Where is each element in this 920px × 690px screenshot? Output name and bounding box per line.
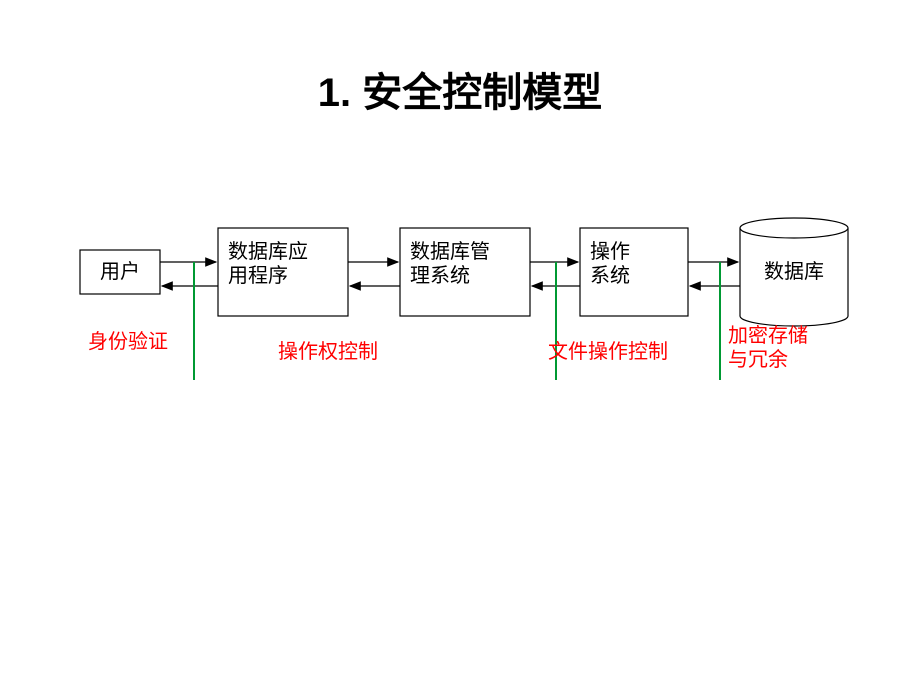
node-label: 用户 bbox=[100, 260, 140, 283]
node-label: 系统 bbox=[590, 264, 630, 287]
annotation-text: 操作权控制 bbox=[278, 340, 378, 363]
annotation-text: 文件操作控制 bbox=[548, 340, 668, 363]
node-label: 理系统 bbox=[410, 264, 470, 287]
node-user: 用户 bbox=[80, 250, 160, 294]
node-app: 数据库应用程序 bbox=[218, 228, 348, 316]
node-os: 操作系统 bbox=[580, 228, 688, 316]
node-label: 操作 bbox=[590, 240, 630, 263]
node-label: 用程序 bbox=[228, 264, 288, 287]
node-db: 数据库 bbox=[740, 218, 848, 326]
diagram-canvas: 用户数据库应用程序数据库管理系统操作系统数据库 身份验证操作权控制文件操作控制加… bbox=[0, 0, 920, 690]
node-label: 数据库 bbox=[764, 260, 824, 283]
node-dbms: 数据库管理系统 bbox=[400, 228, 530, 316]
node-label: 数据库管 bbox=[410, 240, 490, 263]
annotation-text: 与冗余 bbox=[728, 348, 788, 371]
annotation-text: 身份验证 bbox=[88, 330, 168, 353]
annotation-text: 加密存储 bbox=[728, 324, 808, 347]
node-label: 数据库应 bbox=[228, 240, 308, 263]
